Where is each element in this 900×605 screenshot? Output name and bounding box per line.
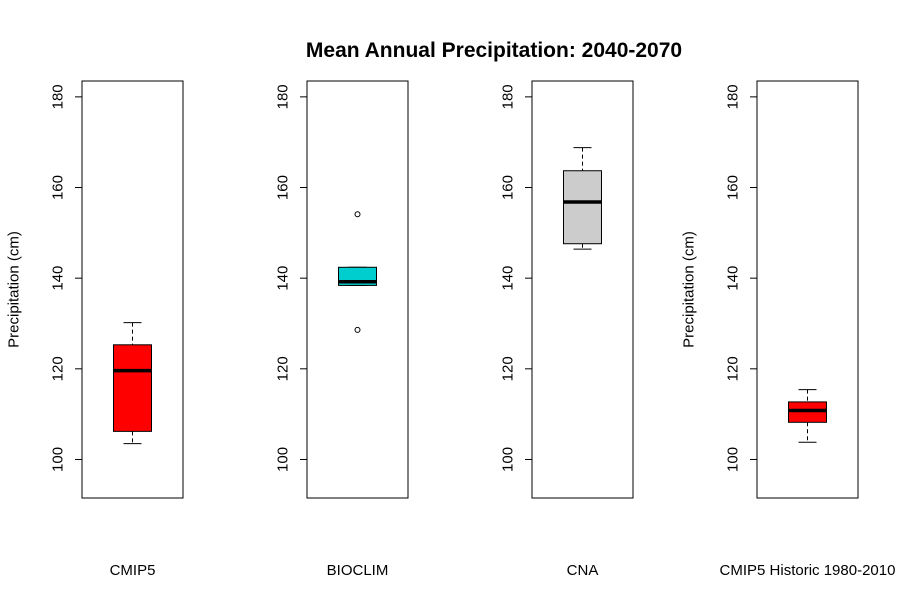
plot-frame (81, 80, 184, 499)
y-tick-label: 160 (50, 175, 67, 200)
y-tick-label: 100 (500, 447, 517, 472)
iqr-box (563, 170, 602, 245)
outlier-point (354, 326, 361, 333)
y-tick-label: 120 (50, 356, 67, 381)
y-tick-label: 100 (275, 447, 292, 472)
y-tick-label: 180 (725, 84, 742, 109)
y-axis-label: Precipitation (cm) (6, 231, 23, 348)
x-category-label: BIOCLIM (327, 562, 389, 579)
y-tick-label: 140 (50, 266, 67, 291)
iqr-box (113, 344, 152, 432)
x-category-label: CMIP5 (110, 562, 156, 579)
chart-title: Mean Annual Precipitation: 2040-2070 (306, 39, 682, 62)
y-tick-label: 160 (500, 175, 517, 200)
y-tick-label: 120 (500, 356, 517, 381)
y-tick-label: 180 (275, 84, 292, 109)
y-tick-label: 100 (50, 447, 67, 472)
y-tick-label: 180 (500, 84, 517, 109)
panel-3: 100 120 140 160 180 CNA (500, 80, 634, 579)
y-tick-label: 140 (725, 266, 742, 291)
y-tick-label: 120 (275, 356, 292, 381)
plot-frame (756, 80, 859, 499)
panel-2: 100 120 140 160 180 BIOCLIM (275, 80, 409, 579)
plot-frame (306, 80, 409, 499)
plot-frame (531, 80, 634, 499)
y-tick-label: 180 (50, 84, 67, 109)
y-tick-label: 140 (500, 266, 517, 291)
outlier-point (354, 211, 361, 218)
y-tick-label: 140 (275, 266, 292, 291)
panel-4: 100 120 140 160 180 Precipitation (cm) CMIP5 H… (681, 80, 896, 579)
y-tick-label: 120 (725, 356, 742, 381)
y-tick-label: 160 (725, 175, 742, 200)
y-axis-label: Precipitation (cm) (681, 231, 698, 348)
y-tick-label: 100 (725, 447, 742, 472)
panel-1: 100 120 140 160 180 Precipitation (cm) CMIP5 (6, 80, 184, 579)
y-tick-label: 160 (275, 175, 292, 200)
x-category-label: CNA (567, 562, 599, 579)
x-category-label: CMIP5 Historic 1980-2010 (720, 562, 896, 579)
